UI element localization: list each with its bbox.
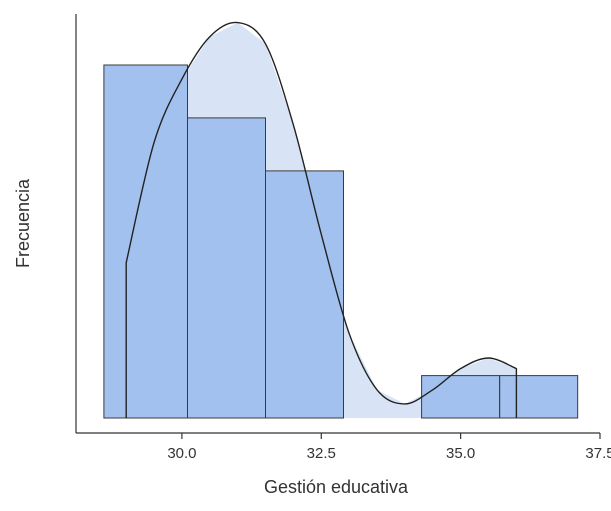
x-tick-label: 35.0 xyxy=(446,445,475,462)
histogram-bar-2 xyxy=(187,117,266,419)
histogram-bar-4 xyxy=(421,375,501,419)
histogram-bar-1 xyxy=(103,64,188,419)
x-tick-label: 32.5 xyxy=(307,445,336,462)
x-axis-title: Gestión educativa xyxy=(264,477,409,497)
x-tick-label: 30.0 xyxy=(167,445,196,462)
plot-area xyxy=(103,21,579,419)
histogram-bar-5 xyxy=(499,375,579,419)
histogram-bar-3 xyxy=(265,170,344,419)
x-tick-label: 37.5 xyxy=(585,445,611,462)
y-axis-title: Frecuencia xyxy=(13,178,33,268)
density-curve xyxy=(125,21,518,418)
x-axis-ticks: 30.0 32.5 35.0 37.5 xyxy=(167,433,611,462)
